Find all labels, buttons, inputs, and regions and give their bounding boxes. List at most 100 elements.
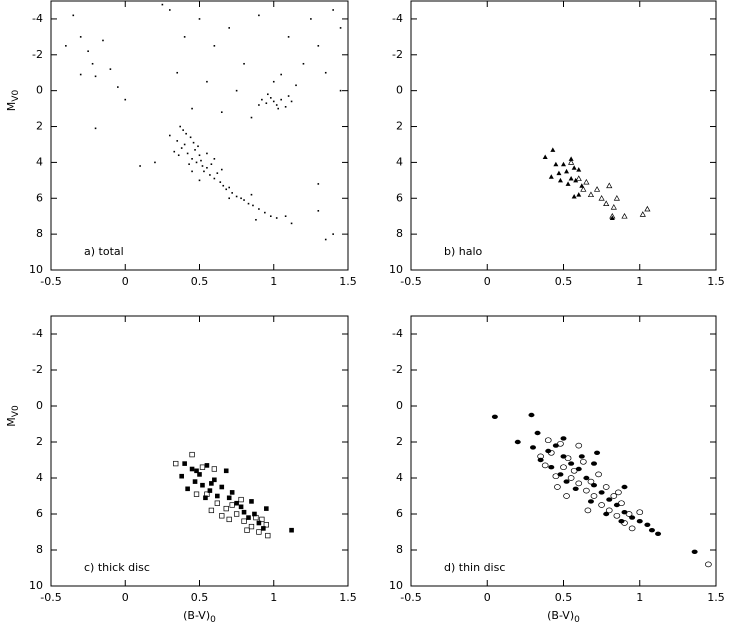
point [591, 461, 597, 466]
point [573, 177, 579, 183]
x-tick-label: 1.5 [339, 275, 357, 288]
point [554, 484, 561, 490]
point [188, 163, 190, 165]
x-tick-label: 1 [636, 591, 643, 604]
point [252, 511, 257, 517]
point [277, 107, 280, 110]
point [563, 479, 570, 484]
y-tick-label: 2 [36, 120, 43, 133]
point [302, 62, 305, 65]
point [252, 204, 254, 207]
point [198, 18, 201, 20]
point [235, 195, 238, 198]
x-tick-label: -0.5 [400, 591, 421, 604]
point [310, 18, 312, 20]
point [189, 451, 195, 458]
x-axis-label: (B-V)0 [183, 609, 216, 622]
point [179, 125, 181, 128]
point [238, 496, 244, 503]
x-tick-label: 1.5 [339, 591, 357, 604]
point [208, 507, 215, 514]
point [514, 439, 521, 445]
point [564, 455, 572, 462]
x-tick-label: 1 [270, 275, 277, 288]
point [189, 136, 192, 139]
point [590, 493, 598, 499]
point [317, 45, 320, 47]
x-axis-label-sub: 0 [574, 615, 580, 622]
point [117, 86, 119, 88]
y-tick-label: -2 [32, 48, 43, 61]
point [200, 482, 205, 488]
plot-frame [410, 0, 717, 271]
x-tick-label: -0.5 [40, 591, 61, 604]
point [287, 36, 290, 38]
x-tick-label: 1 [636, 275, 643, 288]
y-tick-label: 4 [396, 471, 403, 484]
point [197, 145, 199, 148]
point [258, 104, 260, 106]
point [176, 140, 179, 142]
x-tick-label: 0.5 [555, 275, 573, 288]
point [705, 561, 712, 568]
point [212, 477, 217, 483]
point [72, 14, 75, 17]
y-tick-label: 6 [396, 191, 403, 204]
x-axis-label-main: (B-V) [547, 609, 574, 622]
point [185, 486, 190, 492]
point [583, 178, 590, 185]
point [339, 27, 342, 29]
point [201, 165, 204, 167]
point [587, 191, 595, 198]
point [563, 493, 570, 499]
point [139, 165, 141, 167]
point [542, 154, 548, 160]
point [244, 527, 250, 533]
point [636, 509, 644, 516]
point [228, 27, 230, 29]
point [324, 71, 327, 74]
panel: -0.5 0 0.5 1 1.5 -4 -2 0 2 4 6 8 10 d) thin disc (B-V)… [389, 315, 725, 622]
point [575, 442, 583, 449]
panel: -0.5 0 0.5 1 1.5 -4 -2 0 2 4 6 8 10 b) halo [389, 0, 725, 288]
point [199, 464, 206, 470]
point [594, 450, 601, 455]
x-tick-label: 1 [270, 591, 277, 604]
y-tick-label: -2 [392, 48, 403, 61]
point [194, 468, 199, 474]
point [222, 184, 225, 187]
point [568, 461, 575, 466]
point [621, 484, 628, 490]
point [629, 515, 636, 520]
point [213, 158, 216, 160]
y-axis-label: MV0 [5, 90, 21, 112]
point [261, 98, 263, 101]
point [177, 154, 180, 157]
y-tick-label: 10 [29, 263, 43, 276]
point [238, 504, 244, 510]
point [191, 158, 193, 160]
y-tick-label: -4 [32, 12, 43, 25]
y-tick-label: -4 [32, 327, 43, 340]
point [189, 466, 195, 472]
point [317, 210, 320, 212]
point [87, 50, 89, 53]
point [241, 509, 247, 515]
point [275, 217, 278, 219]
point [598, 490, 605, 495]
point [231, 192, 233, 194]
panel: -0.5 0 0.5 1 1.5 -4 -2 0 2 4 6 8 10 a) total MV0 [5, 0, 357, 288]
point [248, 523, 255, 530]
point [579, 458, 587, 465]
point [223, 468, 229, 474]
point [691, 549, 698, 554]
x-tick-label: 0.5 [555, 591, 573, 604]
point [264, 506, 269, 511]
y-tick-label: 6 [36, 191, 43, 204]
point [209, 481, 214, 486]
point [537, 453, 544, 460]
point [194, 149, 196, 151]
point [213, 177, 216, 180]
point [195, 161, 198, 164]
y-tick-label: 10 [389, 263, 403, 276]
